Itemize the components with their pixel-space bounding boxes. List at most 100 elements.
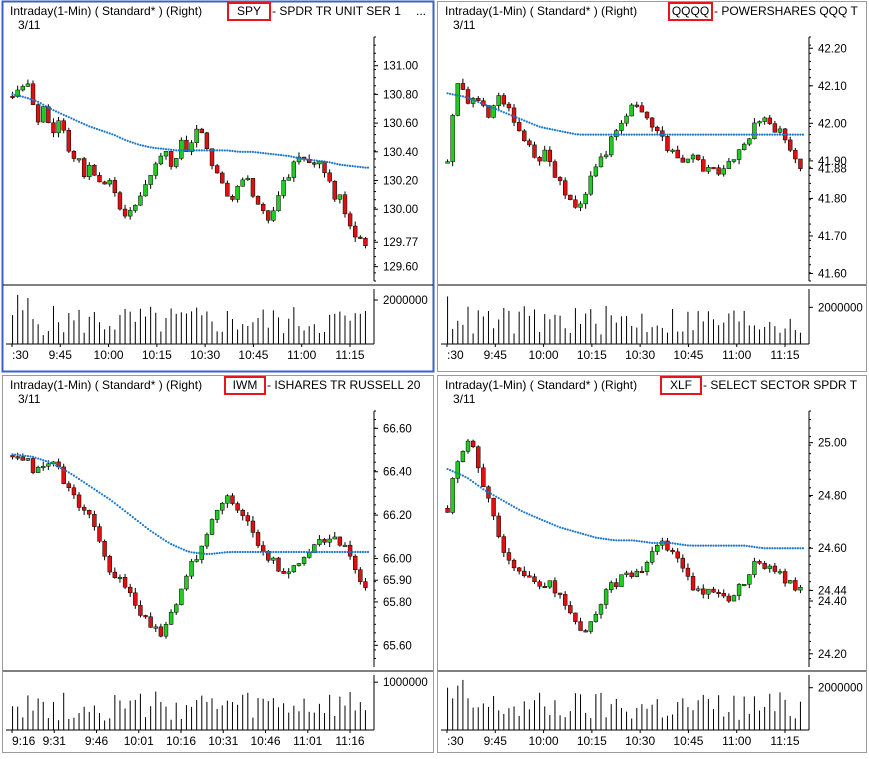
ma-point	[446, 92, 449, 95]
candle-up	[603, 154, 609, 158]
ma-point	[464, 475, 467, 479]
candle-up	[148, 175, 153, 185]
candle-down	[71, 150, 77, 159]
candle-down	[644, 111, 650, 119]
ma-point	[95, 127, 99, 131]
ma-point	[297, 157, 301, 160]
ma-point	[768, 547, 771, 550]
candle-down	[51, 122, 56, 134]
ma-point	[185, 149, 188, 152]
ma-point	[300, 157, 303, 160]
chart-panel-iwm[interactable]: Intraday(1-Min) ( Standard* ) (Right) IWM…	[2, 375, 434, 753]
candle-down	[639, 105, 645, 113]
chart-panel-qqqq[interactable]: Intraday(1-Min) ( Standard* ) (Right) QQQ…	[437, 1, 867, 372]
price-tick-label: 65.90	[383, 575, 412, 587]
time-tick-label: 11:00	[722, 348, 751, 362]
ma-point	[269, 550, 272, 554]
ma-point	[279, 550, 283, 554]
candle-up	[741, 143, 747, 150]
symbol-highlight-box[interactable]	[660, 376, 702, 395]
candle-up	[455, 461, 460, 479]
time-tick-label: 10:15	[577, 734, 607, 748]
candle-up	[685, 158, 691, 163]
ma-point	[85, 124, 88, 127]
ma-point	[34, 99, 37, 102]
ma-point	[581, 133, 585, 136]
candle-up	[56, 120, 61, 134]
candle-down	[532, 576, 537, 583]
ma-point	[149, 529, 152, 532]
ma-point	[11, 93, 14, 96]
ma-point	[686, 544, 690, 547]
ma-point	[512, 505, 516, 508]
candle-down	[250, 178, 256, 197]
time-tick-label: 10:00	[94, 348, 124, 362]
symbol-highlight-box[interactable]	[668, 2, 713, 21]
price-tick-label: 130.20	[383, 176, 418, 188]
ma-point	[469, 97, 472, 100]
ma-point	[221, 149, 224, 152]
candle-down	[481, 467, 486, 488]
candle-down	[276, 557, 281, 572]
ma-point	[456, 472, 459, 475]
ma-point	[366, 166, 370, 169]
candle-up	[757, 121, 762, 124]
candle-down	[511, 107, 517, 123]
ma-point	[93, 127, 96, 130]
symbol-highlight-box[interactable]	[227, 2, 271, 21]
ma-point	[679, 543, 682, 546]
candle-up	[25, 83, 31, 87]
candle-down	[332, 180, 337, 200]
ma-point	[691, 133, 695, 136]
ma-point	[24, 96, 27, 99]
ma-point	[602, 133, 605, 136]
ma-point	[579, 133, 582, 136]
ma-point	[80, 479, 83, 482]
ma-point	[364, 550, 367, 554]
candle-up	[306, 552, 312, 558]
candle-up	[798, 586, 803, 591]
ma-point	[231, 550, 234, 554]
candle-up	[491, 105, 496, 118]
candle-up	[35, 466, 41, 473]
ma-point	[31, 98, 35, 102]
price-tick-label: 41.60	[818, 268, 847, 280]
candle-down	[245, 515, 251, 522]
candle-up	[578, 203, 583, 208]
chart-panel-xlf[interactable]: Intraday(1-Min) ( Standard* ) (Right) XLF…	[437, 375, 867, 753]
ma-point	[95, 489, 99, 492]
ma-point	[180, 149, 183, 152]
ma-point	[755, 546, 759, 549]
ma-point	[482, 102, 485, 106]
candle-down	[675, 149, 680, 159]
candle-up	[649, 551, 655, 563]
ma-point	[100, 493, 104, 496]
chart-panel-spy[interactable]: Intraday(1-Min) ( Standard* ) (Right) SPY…	[1, 0, 435, 373]
candle-down	[772, 565, 778, 572]
volume-tick-label: 2000000	[383, 295, 428, 307]
candle-down	[97, 175, 102, 183]
symbol-label: SPY	[237, 4, 261, 18]
candle-down	[220, 172, 225, 184]
ma-point	[794, 133, 797, 136]
ma-point	[745, 133, 748, 136]
ma-point	[717, 133, 720, 136]
price-tick-label: 66.40	[383, 467, 412, 479]
ma-point	[154, 533, 157, 536]
candle-down	[112, 180, 118, 193]
candle-down	[30, 83, 36, 105]
candle-up	[706, 167, 711, 172]
time-tick-label: 10:15	[142, 348, 172, 362]
ma-point	[318, 550, 321, 554]
ma-point	[264, 152, 267, 155]
candle-up	[332, 536, 337, 540]
ma-point	[630, 133, 633, 136]
candle-up	[286, 177, 291, 181]
symbol-highlight-box[interactable]	[224, 376, 266, 395]
ma-point	[162, 538, 165, 541]
candle-down	[92, 164, 97, 176]
ma-point	[656, 541, 659, 545]
ma-point	[771, 547, 774, 550]
candle-down	[649, 117, 655, 128]
candle-down	[102, 181, 107, 185]
